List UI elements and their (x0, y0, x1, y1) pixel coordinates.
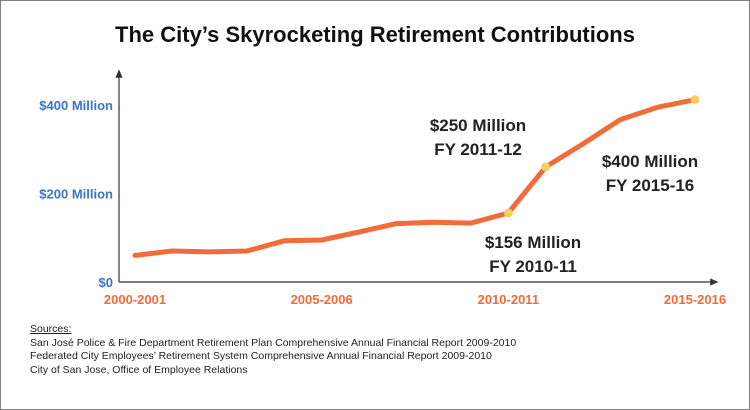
x-tick-label: 2015-2016 (664, 292, 726, 307)
highlight-point (690, 95, 700, 105)
annotation-value: $250 Million (430, 116, 526, 135)
highlight-point (541, 162, 551, 172)
highlight-point (503, 208, 513, 218)
annotation-year: FY 2015-16 (606, 176, 695, 195)
annotation-year: FY 2010-11 (489, 257, 577, 276)
sources-heading: Sources: (30, 323, 72, 335)
y-tick-label: $0 (99, 275, 113, 290)
y-tick-label: $400 Million (39, 98, 113, 113)
annotation-year: FY 2011-12 (434, 140, 522, 159)
annotation-value: $400 Million (602, 152, 698, 171)
x-tick-label: 2000-2001 (104, 292, 166, 307)
x-tick-label: 2010-2011 (478, 292, 539, 307)
annotation-value: $156 Million (485, 233, 581, 252)
chart-title: The City’s Skyrocketing Retirement Contr… (115, 22, 635, 47)
source-line: San José Police & Fire Department Retire… (30, 336, 517, 349)
y-tick-label: $200 Million (39, 187, 113, 202)
sources-block: Sources: San José Police & Fire Departme… (30, 323, 516, 377)
source-line: City of San Jose, Office of Employee Rel… (30, 363, 248, 376)
series-line (132, 97, 698, 258)
source-line: Federated City Employees’ Retirement Sys… (30, 350, 492, 362)
x-tick-label: 2005-2006 (291, 292, 353, 307)
